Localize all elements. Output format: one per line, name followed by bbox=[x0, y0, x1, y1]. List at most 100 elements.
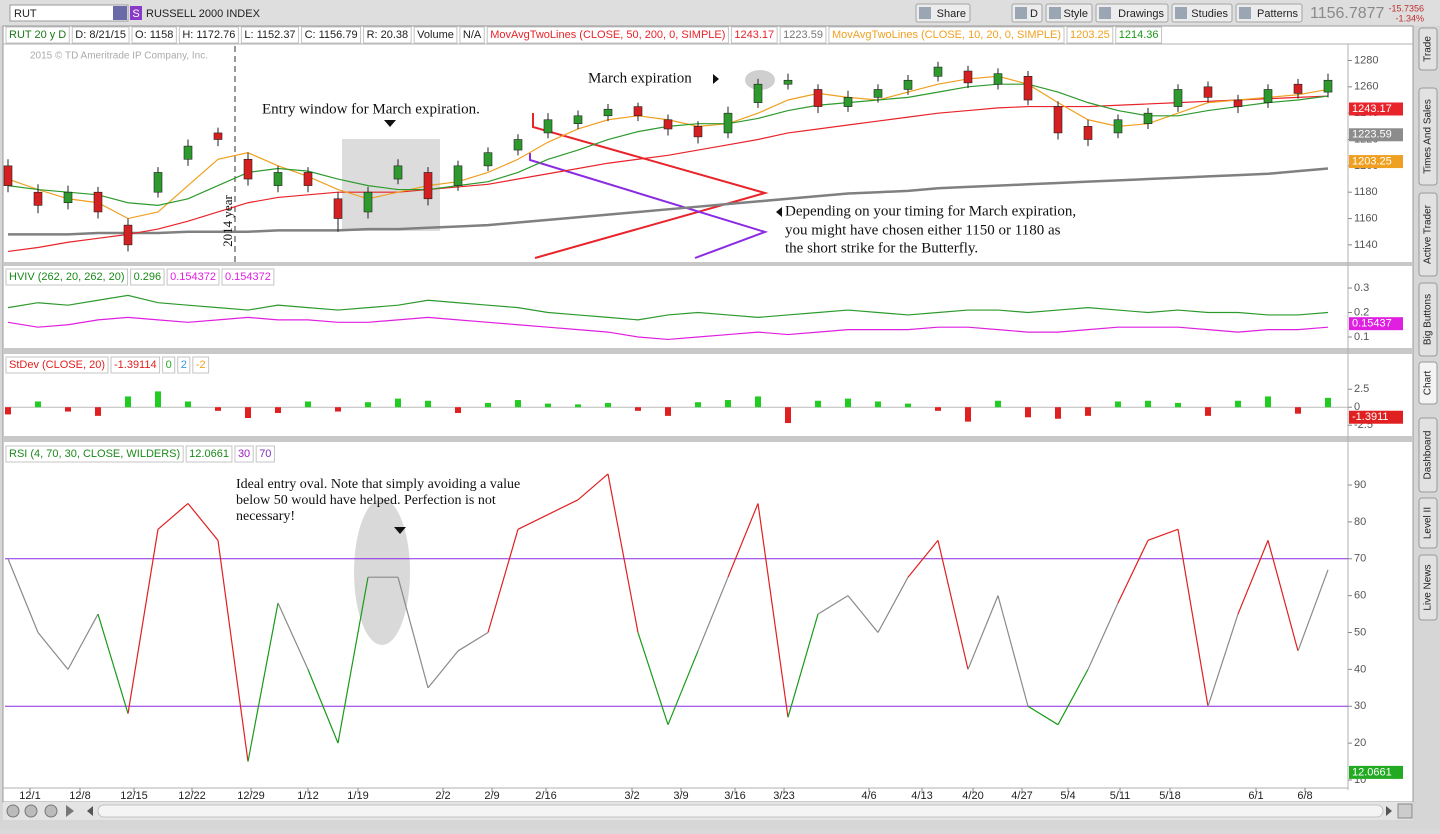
header-box bbox=[5, 445, 184, 463]
scroll-right[interactable] bbox=[1386, 806, 1392, 816]
rsi-segment bbox=[37, 632, 69, 670]
candle-body bbox=[363, 191, 373, 213]
rsi-segment bbox=[907, 539, 939, 578]
candle-body bbox=[1023, 75, 1033, 101]
button-icon[interactable] bbox=[1015, 7, 1027, 19]
side-tab[interactable] bbox=[1418, 497, 1438, 549]
side-tab-label[interactable]: Level II bbox=[1423, 507, 1434, 539]
rsi-segment bbox=[937, 540, 969, 670]
price-badge-label: 1243.17 bbox=[1352, 103, 1392, 115]
candle-body bbox=[1323, 79, 1333, 93]
bar bbox=[35, 401, 41, 408]
side-tab-label[interactable]: Times And Sales bbox=[1423, 99, 1434, 174]
price-badge-label: 1203.25 bbox=[1352, 155, 1392, 167]
button-icon[interactable] bbox=[919, 7, 931, 19]
button-icon[interactable] bbox=[1239, 7, 1251, 19]
rsi-segment bbox=[787, 613, 819, 718]
rsi-segment bbox=[637, 632, 669, 725]
bar bbox=[605, 402, 611, 408]
candle-body bbox=[1083, 126, 1093, 140]
bar bbox=[965, 407, 971, 422]
side-tab[interactable] bbox=[1418, 87, 1438, 186]
rsi-segment bbox=[487, 529, 519, 633]
symbol-box[interactable] bbox=[9, 4, 129, 22]
candle-body bbox=[213, 132, 223, 140]
rsi-segment bbox=[1297, 569, 1329, 652]
zoom-in[interactable] bbox=[24, 804, 38, 818]
side-tab[interactable] bbox=[1418, 192, 1438, 277]
change: -15.7356 bbox=[1388, 3, 1424, 13]
side-tab[interactable] bbox=[1418, 282, 1438, 357]
button-icon[interactable] bbox=[1049, 7, 1061, 19]
rsi-segment bbox=[277, 602, 309, 670]
x-tick-label: 6/1 bbox=[1248, 790, 1263, 802]
x-tick-label: 4/27 bbox=[1011, 790, 1032, 802]
x-tick-label: 6/8 bbox=[1297, 790, 1312, 802]
side-tab-label[interactable]: Trade bbox=[1423, 36, 1434, 62]
x-tick-label: 12/8 bbox=[69, 790, 90, 802]
side-tab-label[interactable]: Active Trader bbox=[1423, 204, 1434, 264]
side-tab[interactable] bbox=[1418, 27, 1438, 71]
header-label: StDev (CLOSE, 20) bbox=[9, 359, 105, 371]
rsi-segment bbox=[97, 613, 129, 714]
candle-body bbox=[993, 73, 1003, 85]
side-tab[interactable] bbox=[1418, 417, 1438, 493]
arrow bbox=[384, 120, 396, 127]
x-tick-label: 3/23 bbox=[773, 790, 794, 802]
rsi-segment bbox=[757, 503, 789, 718]
rsi-segment bbox=[1117, 540, 1149, 604]
side-tab-label[interactable]: Big Buttons bbox=[1423, 294, 1434, 345]
button-label[interactable]: D bbox=[1030, 8, 1038, 20]
header-value: 0.154372 bbox=[225, 271, 271, 283]
rsi-segment bbox=[337, 577, 369, 744]
rsi-segment bbox=[877, 576, 909, 633]
header-box bbox=[221, 268, 275, 286]
scroll-track[interactable] bbox=[97, 804, 1384, 818]
button-icon[interactable] bbox=[1175, 7, 1187, 19]
side-tab-label[interactable]: Chart bbox=[1423, 371, 1434, 396]
header-box bbox=[459, 26, 485, 44]
button-label[interactable]: Share bbox=[937, 8, 966, 20]
symbol[interactable]: RUT bbox=[14, 8, 37, 20]
zoom-fit[interactable] bbox=[44, 804, 58, 818]
header-box bbox=[1115, 26, 1163, 44]
side-tab-label[interactable]: Dashboard bbox=[1423, 431, 1434, 480]
header-box bbox=[1066, 26, 1114, 44]
header-value: -1.39114 bbox=[114, 359, 157, 371]
header-value: MovAvgTwoLines (CLOSE, 50, 200, 0, SIMPL… bbox=[490, 29, 725, 41]
candle-body bbox=[933, 66, 943, 77]
bar bbox=[335, 407, 341, 412]
header-value: 0 bbox=[166, 359, 172, 371]
x-tick-label: 12/29 bbox=[237, 790, 265, 802]
y-tick-label: 1260 bbox=[1354, 81, 1378, 93]
rsi-segment bbox=[997, 595, 1029, 707]
side-tab[interactable] bbox=[1418, 554, 1438, 621]
toolbar-button[interactable] bbox=[1235, 3, 1303, 23]
dropdown[interactable] bbox=[113, 6, 127, 20]
button-icon[interactable] bbox=[1099, 7, 1111, 19]
bar bbox=[515, 400, 521, 408]
toolbar-button[interactable] bbox=[1095, 3, 1169, 23]
rsi-segment bbox=[217, 540, 249, 762]
header-value: 1214.36 bbox=[1119, 29, 1159, 41]
side-tab-label[interactable]: Live News bbox=[1423, 564, 1434, 610]
x-tick-label: 3/9 bbox=[673, 790, 688, 802]
button-label[interactable]: Patterns bbox=[1257, 8, 1298, 20]
header-value: 1203.25 bbox=[1070, 29, 1110, 41]
side-tab[interactable] bbox=[1418, 361, 1438, 405]
expand-button[interactable] bbox=[1397, 803, 1413, 819]
scroll-left[interactable] bbox=[87, 806, 93, 816]
header-box bbox=[130, 268, 165, 286]
x-tick-label: 4/13 bbox=[911, 790, 932, 802]
badge: S bbox=[132, 8, 139, 20]
zoom-out[interactable] bbox=[6, 804, 20, 818]
button-label[interactable]: Style bbox=[1064, 8, 1088, 20]
cursor-tool[interactable] bbox=[66, 805, 74, 817]
header-value: N/A bbox=[463, 29, 482, 41]
button-label[interactable]: Studies bbox=[1191, 8, 1228, 20]
y-tick-label: 1180 bbox=[1354, 186, 1378, 198]
button-label[interactable]: Drawings bbox=[1118, 8, 1164, 20]
x-tick-label: 2/16 bbox=[535, 790, 556, 802]
bar bbox=[845, 398, 851, 408]
